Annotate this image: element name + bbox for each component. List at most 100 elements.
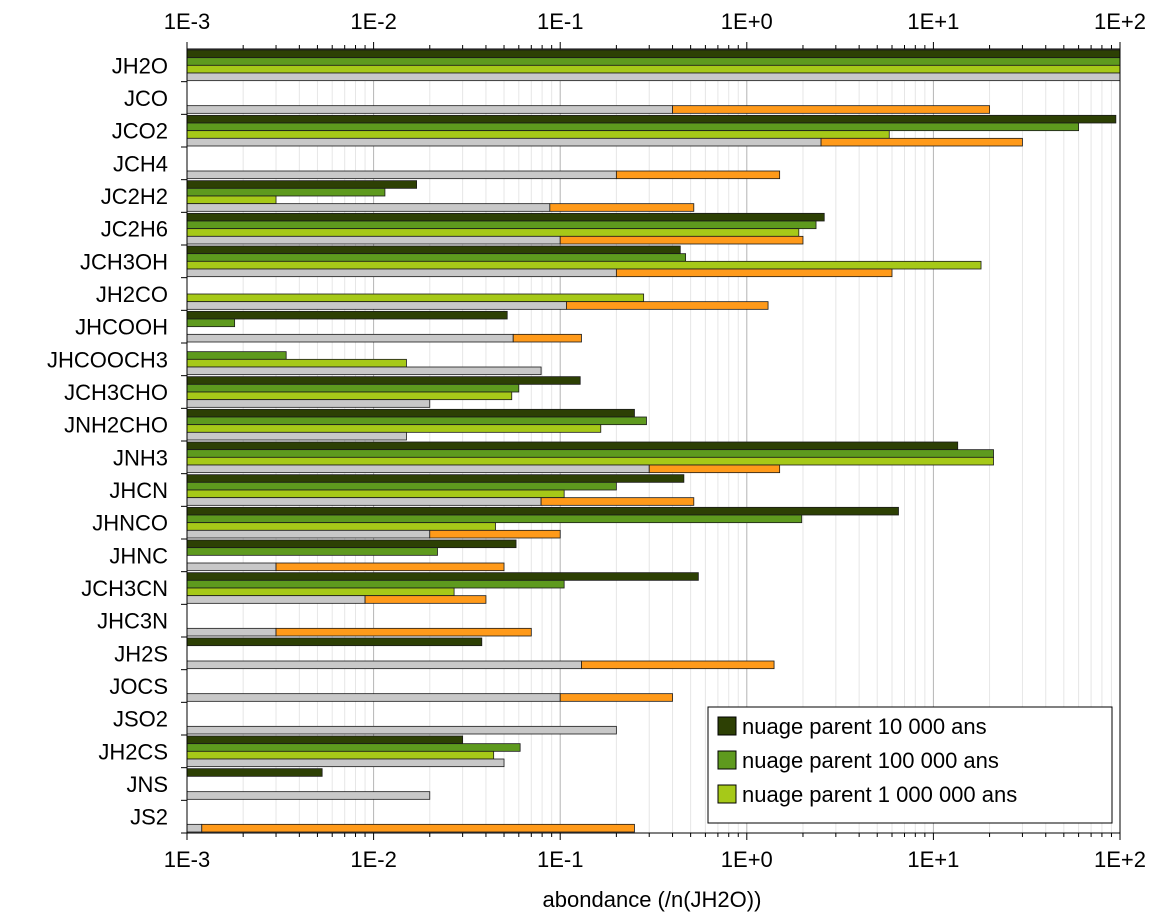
range-bar (429, 529, 561, 539)
x-tick-label-top: 1E+2 (1094, 9, 1146, 34)
category-label: JH2O (112, 53, 168, 78)
bar (186, 228, 800, 237)
bar (186, 366, 542, 376)
range-bar (364, 595, 487, 604)
category-label: JCO2 (112, 119, 168, 144)
bar (186, 268, 617, 278)
x-tick-label-top: 1E+0 (721, 9, 773, 34)
bar (186, 750, 495, 760)
category-label: JHC3N (97, 609, 168, 634)
x-tick-label-top: 1E-2 (350, 9, 396, 34)
category-label: JCH3CHO (64, 380, 168, 405)
x-tick-label-bottom: 1E+0 (721, 847, 773, 872)
legend: nuage parent 10 000 ans nuage parent 100 … (707, 706, 1113, 824)
bar (186, 735, 464, 745)
legend-swatch (717, 716, 737, 736)
range-bar (581, 660, 775, 670)
category-label: JHNCO (92, 511, 168, 536)
category-label: JH2CO (96, 282, 168, 307)
bar (186, 725, 617, 735)
bar (186, 660, 582, 670)
range-bar (201, 823, 635, 833)
range-bar (648, 464, 781, 474)
category-label: JNH3 (113, 445, 168, 470)
range-bar (566, 301, 769, 310)
grid (242, 49, 1112, 833)
category-label: JSO2 (113, 707, 168, 732)
bar (186, 464, 650, 474)
bar (186, 768, 323, 777)
category-label: JC2H6 (101, 217, 168, 242)
bar (186, 187, 386, 197)
x-tick-label-bottom: 1E-2 (350, 847, 396, 872)
bar (186, 358, 407, 368)
bar (186, 506, 899, 516)
category-label: JS2 (130, 805, 168, 830)
bar (186, 220, 817, 230)
bar (186, 481, 617, 491)
bar (186, 49, 1121, 59)
bar (186, 431, 407, 441)
bar (186, 743, 521, 752)
range-bar (615, 170, 781, 180)
x-axis-title: abondance (/n(JH2O)) (543, 887, 762, 912)
category-label: JHCOOH (75, 315, 168, 340)
bar (186, 562, 277, 572)
range-bar (549, 203, 695, 212)
bar (186, 130, 890, 139)
category-label: JHCN (109, 478, 168, 503)
range-bar (672, 105, 990, 114)
bar (186, 693, 561, 702)
bar (186, 449, 994, 458)
bar (186, 245, 681, 255)
category-label: JH2S (114, 641, 168, 666)
category-label: JCH3OH (80, 249, 168, 274)
bar (186, 235, 561, 245)
bar (186, 122, 1080, 132)
bar (186, 572, 699, 581)
category-label: JH2CS (98, 739, 168, 764)
bar (186, 637, 483, 647)
x-tick-label-top: 1E-1 (537, 9, 583, 34)
category-label: JOCS (109, 674, 168, 699)
bar (186, 497, 542, 506)
bar (186, 514, 803, 524)
bar (186, 293, 645, 303)
bar (186, 376, 581, 385)
bar (186, 627, 277, 637)
range-bar (559, 235, 804, 245)
labels: 1E-3 1E-3 1E-2 1E-2 1E-1 1E-1 1E+0 1E+0 1E+1 1E+1… (47, 9, 1146, 872)
bar (186, 758, 505, 768)
bar (186, 456, 994, 466)
bar (186, 260, 982, 270)
bar (186, 253, 687, 262)
bar (186, 318, 236, 328)
legend-label: nuage parent 100 000 ans (742, 748, 999, 773)
x-tick-label-top: 1E+1 (907, 9, 959, 34)
range-bar (512, 333, 582, 343)
range-bar (275, 562, 505, 572)
bar (186, 522, 496, 531)
bar (186, 301, 567, 310)
bar (186, 105, 673, 114)
category-label: JCH4 (113, 151, 168, 176)
bar (186, 791, 431, 800)
bar (186, 416, 647, 426)
bar (186, 391, 513, 401)
bar (186, 587, 455, 597)
bar (186, 408, 635, 418)
legend-swatch (717, 750, 737, 770)
bar (186, 489, 565, 499)
range-bar (275, 627, 532, 637)
x-tick-label-bottom: 1E+1 (907, 847, 959, 872)
range-bar (820, 137, 1023, 147)
legend-box (707, 706, 1113, 824)
x-tick-label-bottom: 1E+2 (1094, 847, 1146, 872)
bar (186, 72, 1121, 82)
range-bar (615, 268, 893, 278)
bar (186, 351, 287, 360)
range-bar (559, 693, 673, 702)
bar (186, 333, 514, 343)
bar (186, 547, 438, 556)
